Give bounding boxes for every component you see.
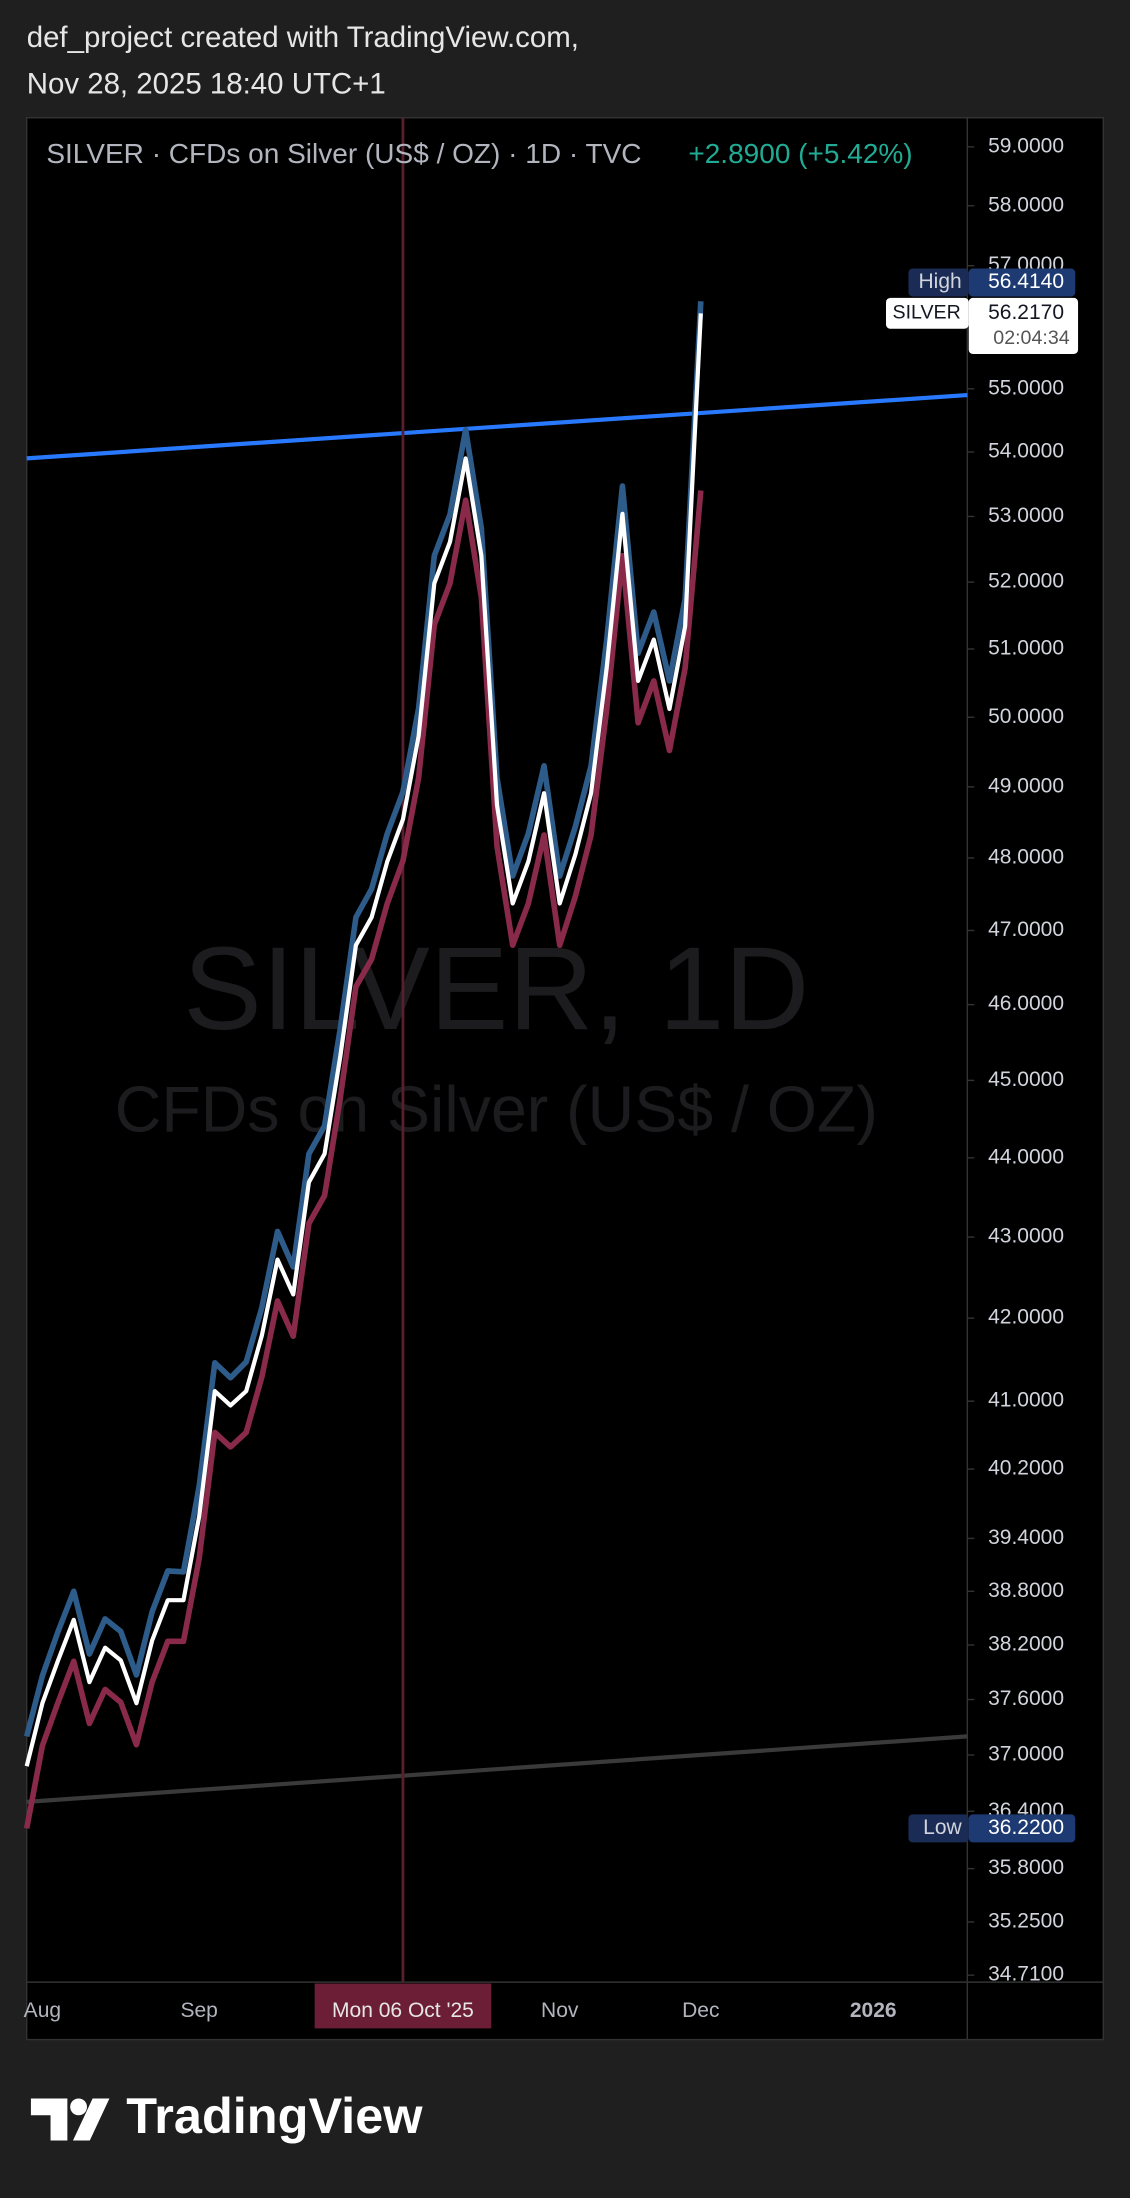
- header-line: def_project created with TradingView.com…: [27, 21, 579, 54]
- low-label-box: [908, 1814, 969, 1843]
- y-tick-label: 39.4000: [988, 1526, 1064, 1549]
- y-tick-label: 55.0000: [988, 376, 1064, 399]
- y-tick-label: 48.0000: [988, 845, 1064, 868]
- logo-icon: [30, 2098, 68, 2141]
- y-tick-label: 52.0000: [988, 570, 1064, 593]
- low-label: Low: [923, 1816, 962, 1839]
- y-tick-label: 34.7100: [988, 1963, 1064, 1986]
- y-tick-label: 40.2000: [988, 1457, 1064, 1480]
- y-tick-label: 49.0000: [988, 774, 1064, 797]
- y-tick-label: 53.0000: [988, 504, 1064, 527]
- y-tick-label: 35.8000: [988, 1856, 1064, 1879]
- high-value-box: [968, 268, 1076, 297]
- y-tick-label: 59.0000: [988, 134, 1064, 157]
- logo: TradingView: [30, 2087, 423, 2144]
- x-tick-label: Nov: [541, 1999, 579, 2022]
- series-line: [23, 490, 704, 1829]
- y-tick-label: 50.0000: [988, 705, 1064, 728]
- last-price-value: 56.2170: [988, 301, 1064, 324]
- low-value-box: [968, 1814, 1076, 1843]
- countdown: 02:04:34: [993, 327, 1069, 349]
- change-legend: +2.8900 (+5.42%): [688, 138, 912, 169]
- logo-icon: [72, 2098, 110, 2141]
- x-tick-label: Sep: [180, 1999, 217, 2022]
- x-tick-label: Aug: [24, 1999, 61, 2022]
- y-tick-label: 51.0000: [988, 637, 1064, 660]
- crosshair-label: Mon 06 Oct '25: [332, 1999, 474, 2022]
- y-tick-label: 38.8000: [988, 1579, 1064, 1602]
- header-line: Nov 28, 2025 18:40 UTC+1: [27, 67, 386, 100]
- watermark-title: SILVER, 1D: [183, 922, 809, 1054]
- y-tick-label: 47.0000: [988, 918, 1064, 941]
- y-tick-label: 37.6000: [988, 1687, 1064, 1710]
- trend-line: [26, 392, 968, 461]
- symbol-legend: SILVER · CFDs on Silver (US$ / OZ) · 1D …: [46, 138, 641, 169]
- trend-line: [26, 1734, 968, 1804]
- high-value: 56.4140: [988, 270, 1064, 293]
- last-price-box: [968, 297, 1079, 355]
- series-line: [23, 301, 704, 1738]
- y-tick-label: 58.0000: [988, 193, 1064, 216]
- y-tick-label: 42.0000: [988, 1306, 1064, 1329]
- x-tick-label: Dec: [682, 1999, 719, 2022]
- x-tick-label: 2026: [850, 1999, 897, 2022]
- y-tick-label: 35.2500: [988, 1910, 1064, 1933]
- low-value: 36.2200: [988, 1816, 1064, 1839]
- y-tick-label: 45.0000: [988, 1068, 1064, 1091]
- series-line: [24, 313, 703, 1767]
- watermark-subtitle: CFDs on Silver (US$ / OZ): [115, 1073, 878, 1145]
- chart-frame: [26, 117, 1104, 2041]
- logo-icon: [70, 2098, 87, 2116]
- y-tick-label: 41.0000: [988, 1389, 1064, 1412]
- crosshair-label-box: [314, 1983, 492, 2029]
- y-tick-label: 38.2000: [988, 1633, 1064, 1656]
- y-tick-label: 37.0000: [988, 1743, 1064, 1766]
- plot: [23, 117, 968, 1983]
- high-label: High: [918, 270, 961, 293]
- last-price-label: SILVER: [893, 302, 961, 324]
- y-tick-label: 43.0000: [988, 1225, 1064, 1248]
- high-label-box: [908, 268, 969, 297]
- last-price-label-box: [886, 297, 969, 329]
- y-tick-label: 54.0000: [988, 440, 1064, 463]
- y-tick-label: 46.0000: [988, 992, 1064, 1015]
- logo-text: TradingView: [126, 2087, 423, 2144]
- y-tick-label: 44.0000: [988, 1145, 1064, 1168]
